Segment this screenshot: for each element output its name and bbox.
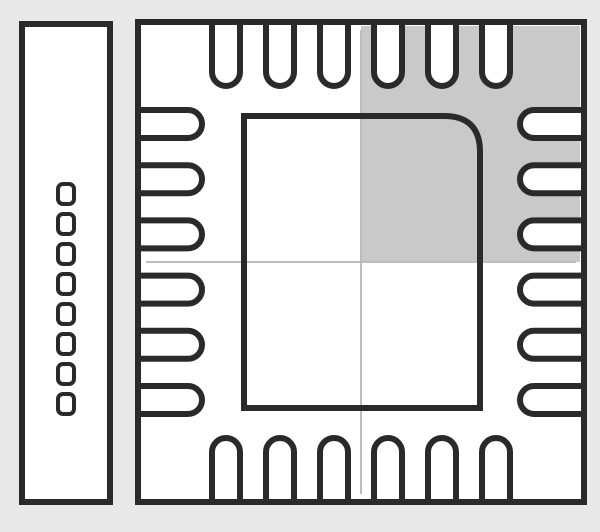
side-pad [58,244,74,264]
side-pad [58,304,74,324]
pin-bottom [320,438,348,502]
pin-top [266,22,294,86]
side-pad [58,364,74,384]
pin-right [520,165,584,193]
pin-right [520,110,584,138]
pin-top [320,22,348,86]
pin-left [138,331,202,359]
side-pad [58,184,74,204]
pin-left [138,165,202,193]
pin-bottom [266,438,294,502]
side-pad [58,214,74,234]
side-pad [58,334,74,354]
side-pad [58,274,74,294]
pin-left [138,276,202,304]
pin-bottom [428,438,456,502]
side-pad [58,394,74,414]
pin-top [482,22,510,86]
pin-top [212,22,240,86]
pin-left [138,220,202,248]
pin-right [520,331,584,359]
pin-left [138,386,202,414]
pin-top [374,22,402,86]
pin-right [520,276,584,304]
qfn-package-diagram [0,0,600,532]
pin-bottom [374,438,402,502]
pin-bottom [482,438,510,502]
pin-right [520,220,584,248]
pin-right [520,386,584,414]
top-view [138,22,584,502]
side-view [22,24,110,502]
pin-top [428,22,456,86]
pin-left [138,110,202,138]
pin-bottom [212,438,240,502]
